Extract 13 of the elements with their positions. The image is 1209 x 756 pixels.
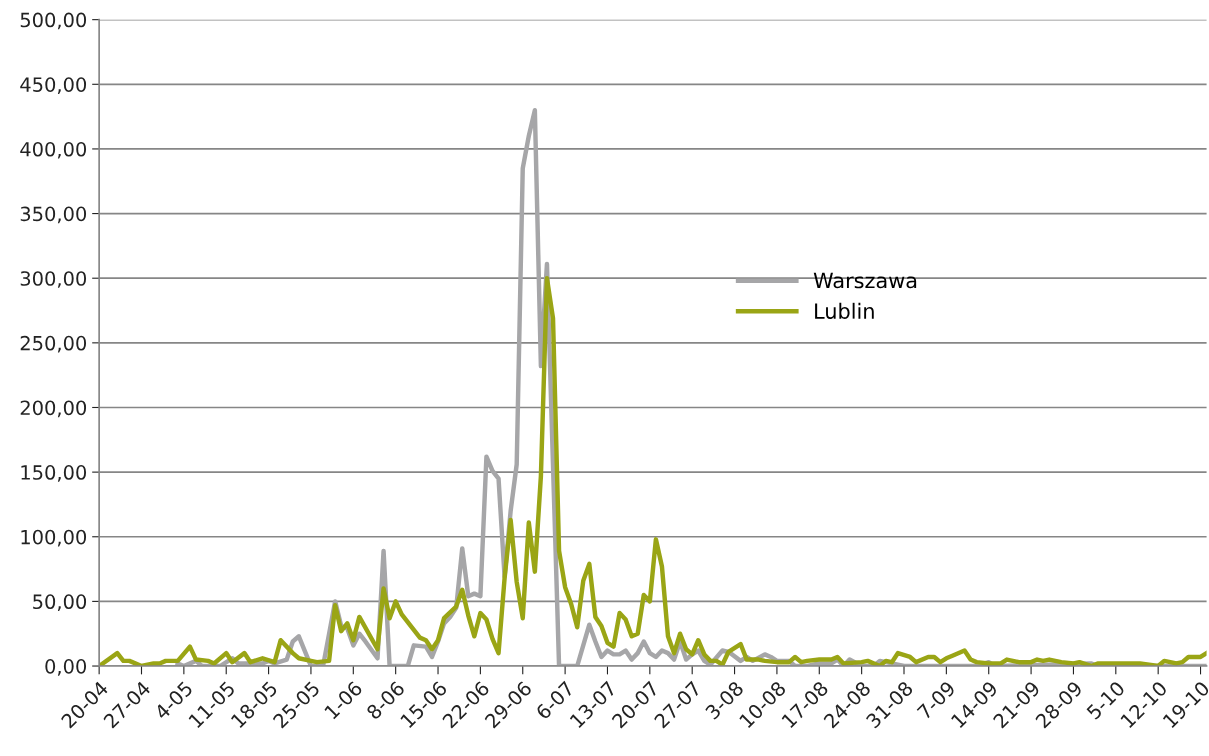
y-tick-label: 450,00 <box>20 77 87 94</box>
y-tick-label: 0,00 <box>45 658 87 676</box>
y-tick-label: 350,00 <box>20 206 87 224</box>
y-tick-label: 150,00 <box>21 465 87 482</box>
y-tick-label: 400,00 <box>20 141 87 159</box>
y-tick-label: 250,00 <box>20 335 87 353</box>
y-tick-label: 50,00 <box>33 594 87 612</box>
y-tick-label: 200,00 <box>20 400 87 418</box>
legend-label: Warszawa <box>813 272 917 289</box>
y-tick-label: 500,00 <box>20 12 87 30</box>
y-tick-label: 300,00 <box>20 271 87 288</box>
y-tick-label: 100,00 <box>21 529 87 547</box>
legend-label: Lublin <box>815 302 874 319</box>
